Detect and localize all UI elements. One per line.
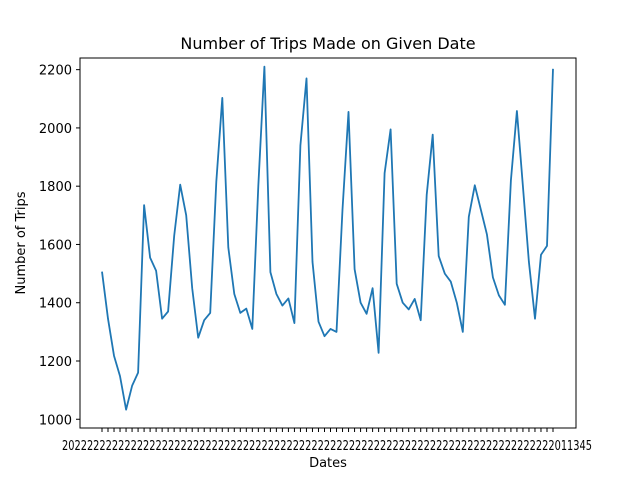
y-tick-label: 1000: [39, 413, 72, 428]
y-axis-label: Number of Trips: [14, 191, 29, 294]
series-line-trips: [101, 65, 554, 411]
y-tick-label: 1200: [39, 355, 72, 370]
y-tick-label: 2200: [39, 64, 72, 79]
x-axis-label: Dates: [309, 456, 347, 471]
y-tick-label: 1400: [39, 297, 72, 312]
x-axis: [101, 428, 554, 432]
chart-title: Number of Trips Made on Given Date: [180, 34, 475, 53]
x-tick-labels: 2022222222222222222222222222222222222222…: [62, 439, 592, 454]
y-tick-label: 1600: [39, 238, 72, 253]
y-tick-label: 2000: [39, 122, 72, 137]
axes-frame: [79, 57, 577, 429]
y-axis: 1000 1200 1400 1600 1800 2000 2200: [39, 64, 80, 428]
plot-area: [101, 65, 554, 411]
y-tick-label: 1800: [39, 180, 72, 195]
